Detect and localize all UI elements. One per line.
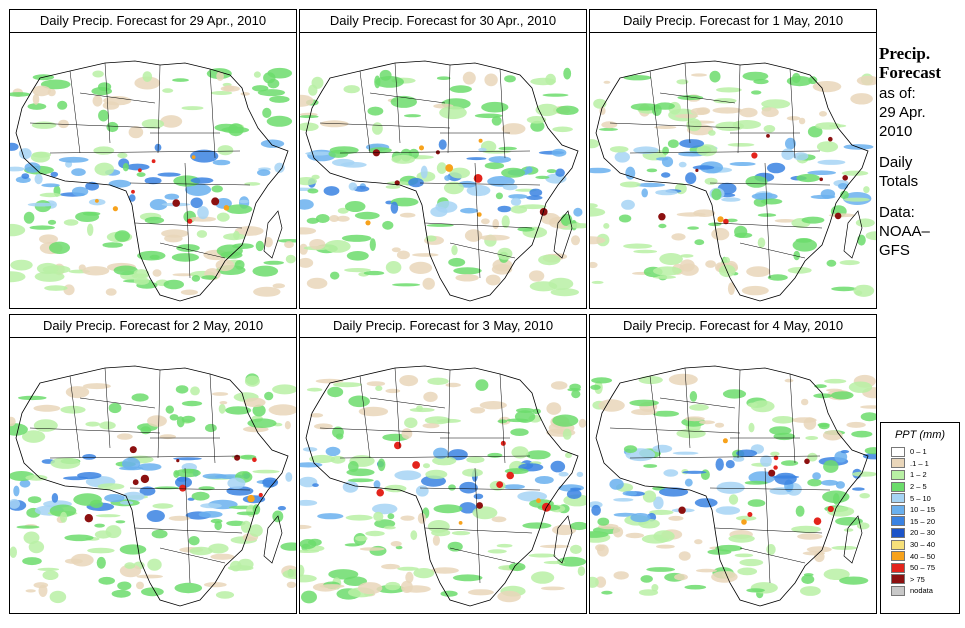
legend-swatch [891, 551, 905, 562]
legend-swatch [891, 446, 905, 457]
legend-label: nodata [910, 586, 933, 596]
legend-swatch [891, 469, 905, 480]
africa-map [590, 365, 876, 607]
forecast-panel-3: Daily Precip. Forecast for 1 May, 2010 [589, 9, 877, 309]
precip-map [589, 337, 877, 614]
legend-label: 30 – 40 [910, 540, 936, 550]
legend-swatch [891, 562, 905, 573]
precip-map [299, 32, 587, 309]
legend-label: 0 – 1 [910, 447, 927, 457]
panel-title: Daily Precip. Forecast for 30 Apr., 2010 [299, 9, 587, 33]
legend-item: 1 – 2 [881, 469, 959, 481]
precip-map [9, 32, 297, 309]
legend-swatch [891, 527, 905, 538]
totals-label: Daily [879, 154, 913, 171]
as-of-year: 2010 [879, 123, 913, 140]
totals-label: Totals [879, 173, 919, 190]
legend-label: 10 – 15 [910, 505, 936, 515]
legend-swatch [891, 516, 905, 527]
precip-map [299, 337, 587, 614]
info-title-line: Precip. [879, 44, 931, 63]
as-of-date: 29 Apr. [879, 104, 926, 121]
precip-map [589, 32, 877, 309]
legend-label: 5 – 10 [910, 493, 931, 503]
legend-item: 2 – 5 [881, 481, 959, 493]
forecast-panel-4: Daily Precip. Forecast for 2 May, 2010 [9, 314, 297, 614]
info-block: Precip. Forecast as of: 29 Apr. 2010 Dai… [879, 44, 963, 260]
legend-item: 5 – 10 [881, 492, 959, 504]
africa-map [10, 365, 296, 607]
legend-item: 15 – 20 [881, 516, 959, 528]
africa-map [10, 60, 296, 302]
legend-label: 1 – 2 [910, 470, 927, 480]
legend-swatch [891, 585, 905, 596]
legend-swatch [891, 504, 905, 515]
legend-swatch [891, 539, 905, 550]
info-title-line: Forecast [879, 63, 941, 82]
info-title: Precip. Forecast [879, 44, 963, 82]
legend-item: 0 – 1 [881, 446, 959, 458]
data-source-label: Data: [879, 204, 915, 221]
legend-label: 40 – 50 [910, 551, 936, 561]
legend-item: .1 – 1 [881, 458, 959, 470]
legend-swatch [891, 493, 905, 504]
legend-item: 20 – 30 [881, 527, 959, 539]
legend-item: 40 – 50 [881, 550, 959, 562]
panel-title: Daily Precip. Forecast for 2 May, 2010 [9, 314, 297, 338]
africa-map [590, 60, 876, 302]
legend-label: 2 – 5 [910, 482, 927, 492]
legend-swatch [891, 574, 905, 585]
precip-map [9, 337, 297, 614]
panel-title: Daily Precip. Forecast for 3 May, 2010 [299, 314, 587, 338]
legend-item: nodata [881, 585, 959, 597]
data-source: GFS [879, 242, 910, 259]
forecast-panel-5: Daily Precip. Forecast for 3 May, 2010 [299, 314, 587, 614]
legend-item: 50 – 75 [881, 562, 959, 574]
legend-swatch [891, 458, 905, 469]
panel-title: Daily Precip. Forecast for 1 May, 2010 [589, 9, 877, 33]
as-of-label: as of: [879, 85, 916, 102]
legend-label: 20 – 30 [910, 528, 936, 538]
legend-title: PPT (mm) [894, 429, 946, 441]
forecast-panel-2: Daily Precip. Forecast for 30 Apr., 2010 [299, 9, 587, 309]
legend-label: .1 – 1 [910, 458, 929, 468]
africa-map [300, 365, 586, 607]
panel-title: Daily Precip. Forecast for 4 May, 2010 [589, 314, 877, 338]
legend-label: 50 – 75 [910, 563, 936, 573]
forecast-panel-1: Daily Precip. Forecast for 29 Apr., 2010 [9, 9, 297, 309]
legend-item: 10 – 15 [881, 504, 959, 516]
legend-swatch [891, 481, 905, 492]
panel-title: Daily Precip. Forecast for 29 Apr., 2010 [9, 9, 297, 33]
africa-map [300, 60, 586, 302]
data-source: NOAA– [879, 223, 930, 240]
legend-item: > 75 [881, 574, 959, 586]
legend-label: 15 – 20 [910, 516, 936, 526]
legend-label: > 75 [910, 574, 925, 584]
forecast-panel-6: Daily Precip. Forecast for 4 May, 2010 [589, 314, 877, 614]
legend-item: 30 – 40 [881, 539, 959, 551]
